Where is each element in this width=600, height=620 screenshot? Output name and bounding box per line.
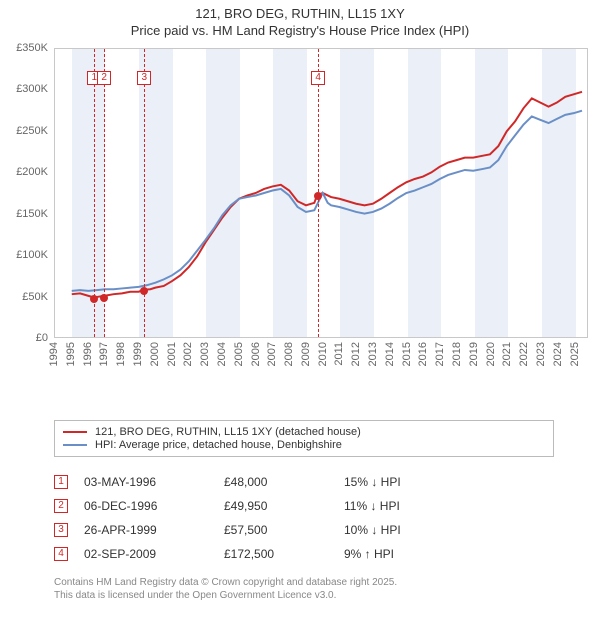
x-axis: 1994199519961997199819992000200120022003… <box>54 342 588 378</box>
x-tick-label: 2019 <box>468 342 480 366</box>
chart-area: £0£50K£100K£150K£200K£250K£300K£350K 123… <box>8 48 592 378</box>
x-tick-label: 2007 <box>266 342 278 366</box>
transaction-row: 2 06-DEC-1996£49,95011% ↓ HPI <box>54 494 554 518</box>
x-tick-label: 2014 <box>384 342 396 366</box>
x-tick-label: 2017 <box>434 342 446 366</box>
legend-swatch-hpi <box>63 444 87 446</box>
y-tick-label: £300K <box>16 83 48 95</box>
transaction-number-box: 2 <box>54 499 68 513</box>
chart-container: 121, BRO DEG, RUTHIN, LL15 1XY Price pai… <box>0 0 600 620</box>
x-tick-label: 2004 <box>216 342 228 366</box>
x-tick-label: 2008 <box>283 342 295 366</box>
legend-row-hpi: HPI: Average price, detached house, Denb… <box>63 439 545 451</box>
x-tick-label: 2009 <box>300 342 312 366</box>
y-tick-label: £100K <box>16 249 48 261</box>
sale-marker-dot <box>90 295 98 303</box>
transaction-delta: 10% ↓ HPI <box>344 523 454 537</box>
plot-area: 1234 <box>54 48 588 338</box>
sale-marker-box: 2 <box>97 71 111 85</box>
x-tick-label: 2013 <box>367 342 379 366</box>
sale-marker-dot <box>100 294 108 302</box>
x-tick-label: 2012 <box>350 342 362 366</box>
legend-row-price-paid: 121, BRO DEG, RUTHIN, LL15 1XY (detached… <box>63 426 545 438</box>
transaction-price: £172,500 <box>224 547 344 561</box>
transaction-date: 26-APR-1999 <box>84 523 224 537</box>
x-tick-label: 2002 <box>182 342 194 366</box>
transaction-row: 3 26-APR-1999£57,50010% ↓ HPI <box>54 518 554 542</box>
x-tick-label: 2022 <box>518 342 530 366</box>
y-tick-label: £350K <box>16 42 48 54</box>
footnote: Contains HM Land Registry data © Crown c… <box>54 576 574 602</box>
chart-subtitle: Price paid vs. HM Land Registry's House … <box>0 23 600 38</box>
y-tick-label: £0 <box>36 332 48 344</box>
chart-title: 121, BRO DEG, RUTHIN, LL15 1XY <box>0 6 600 21</box>
legend: 121, BRO DEG, RUTHIN, LL15 1XY (detached… <box>54 420 554 457</box>
transaction-date: 03-MAY-1996 <box>84 475 224 489</box>
x-tick-label: 2010 <box>317 342 329 366</box>
series-line-hpi <box>72 111 582 291</box>
transaction-date: 02-SEP-2009 <box>84 547 224 561</box>
transaction-number-box: 1 <box>54 475 68 489</box>
x-tick-label: 2020 <box>485 342 497 366</box>
transaction-table: 1 03-MAY-1996£48,00015% ↓ HPI 2 06-DEC-1996… <box>54 470 554 566</box>
transaction-price: £48,000 <box>224 475 344 489</box>
footnote-line-1: Contains HM Land Registry data © Crown c… <box>54 576 574 589</box>
series-line-price_paid <box>72 92 582 298</box>
y-tick-label: £200K <box>16 166 48 178</box>
y-tick-label: £150K <box>16 208 48 220</box>
x-tick-label: 2006 <box>250 342 262 366</box>
transaction-number-box: 4 <box>54 547 68 561</box>
x-tick-label: 2005 <box>233 342 245 366</box>
x-tick-label: 2011 <box>333 342 345 366</box>
x-tick-label: 2018 <box>451 342 463 366</box>
transaction-row: 1 03-MAY-1996£48,00015% ↓ HPI <box>54 470 554 494</box>
x-tick-label: 2016 <box>417 342 429 366</box>
x-tick-label: 2024 <box>552 342 564 366</box>
transaction-date: 06-DEC-1996 <box>84 499 224 513</box>
sale-marker-dot <box>140 287 148 295</box>
x-tick-label: 2023 <box>535 342 547 366</box>
sale-marker-dot <box>314 192 322 200</box>
x-tick-label: 2000 <box>149 342 161 366</box>
transaction-delta: 15% ↓ HPI <box>344 475 454 489</box>
x-tick-label: 1997 <box>98 342 110 366</box>
transaction-price: £49,950 <box>224 499 344 513</box>
legend-swatch-price-paid <box>63 431 87 433</box>
transaction-row: 4 02-SEP-2009£172,5009% ↑ HPI <box>54 542 554 566</box>
title-block: 121, BRO DEG, RUTHIN, LL15 1XY Price pai… <box>0 0 600 38</box>
x-tick-label: 2003 <box>199 342 211 366</box>
transaction-delta: 11% ↓ HPI <box>344 499 454 513</box>
x-tick-label: 1995 <box>65 342 77 366</box>
sale-marker-box: 4 <box>311 71 325 85</box>
x-tick-label: 1998 <box>115 342 127 366</box>
y-tick-label: £250K <box>16 125 48 137</box>
sale-marker-box: 3 <box>137 71 151 85</box>
y-axis: £0£50K£100K£150K£200K£250K£300K£350K <box>8 48 52 338</box>
x-tick-label: 2021 <box>501 342 513 366</box>
sale-marker-line <box>94 49 95 337</box>
x-tick-label: 2025 <box>569 342 581 366</box>
footnote-line-2: This data is licensed under the Open Gov… <box>54 589 574 602</box>
transaction-price: £57,500 <box>224 523 344 537</box>
transaction-number-box: 3 <box>54 523 68 537</box>
x-tick-label: 1999 <box>132 342 144 366</box>
x-tick-label: 1994 <box>48 342 60 366</box>
legend-label-price-paid: 121, BRO DEG, RUTHIN, LL15 1XY (detached… <box>95 426 361 438</box>
x-tick-label: 1996 <box>82 342 94 366</box>
y-tick-label: £50K <box>22 291 48 303</box>
x-tick-label: 2015 <box>401 342 413 366</box>
legend-label-hpi: HPI: Average price, detached house, Denb… <box>95 439 342 451</box>
transaction-delta: 9% ↑ HPI <box>344 547 454 561</box>
x-tick-label: 2001 <box>166 342 178 366</box>
